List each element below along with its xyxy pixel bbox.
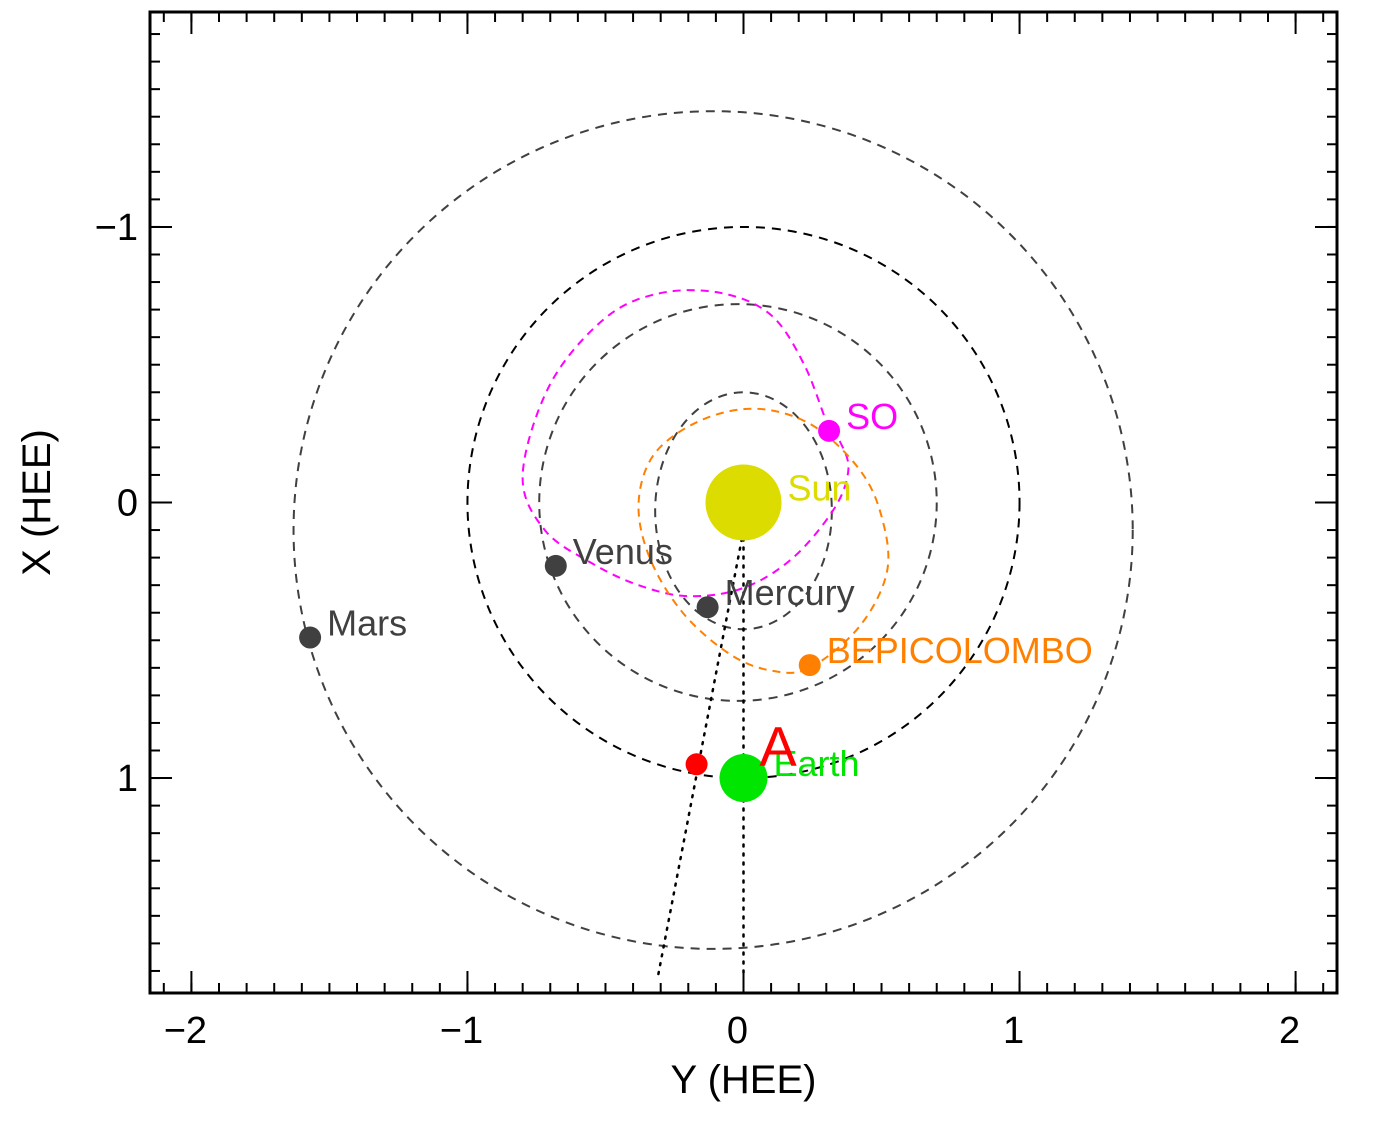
earth-marker xyxy=(719,754,768,803)
x-axis-title: Y (HEE) xyxy=(671,1058,817,1102)
bepicolombo-label: BEPICOLOMBO xyxy=(827,630,1093,671)
annotation-label: A xyxy=(759,714,797,777)
stereo-a-marker xyxy=(685,753,708,776)
bepicolombo-marker xyxy=(798,654,821,677)
mercury-marker xyxy=(696,596,719,619)
so-label: SO xyxy=(846,396,898,437)
venus-marker xyxy=(544,554,567,577)
y-tick-label: 1 xyxy=(117,758,138,800)
so-marker xyxy=(818,419,841,442)
y-axis-title: X (HEE) xyxy=(15,429,59,576)
mercury-label: Mercury xyxy=(725,572,855,613)
bodies-layer xyxy=(299,419,841,803)
x-tick-label: 0 xyxy=(727,1010,748,1052)
trajectories-layer xyxy=(521,289,890,674)
sight-line xyxy=(656,528,745,978)
y-tick-label: 0 xyxy=(117,483,138,525)
sun-label: Sun xyxy=(788,468,852,509)
earth-label: Earth xyxy=(774,743,860,784)
so-trajectory xyxy=(521,289,850,598)
mars-orbit xyxy=(292,110,1134,950)
x-tick-label: 2 xyxy=(1279,1010,1300,1052)
venus-orbit xyxy=(538,303,938,702)
mars-marker xyxy=(299,626,322,649)
sight-lines-layer xyxy=(656,501,745,978)
orbits-layer xyxy=(292,110,1134,950)
body-labels-layer: Sun Earth Mercury Venus Mars SO BEPICOLOMBO A xyxy=(327,396,1093,784)
ticks-layer: −2 −1 0 1 2 −1 0 1 xyxy=(95,12,1337,1052)
y-tick-label: −1 xyxy=(95,207,138,249)
venus-label: Venus xyxy=(573,531,673,572)
x-tick-label: 1 xyxy=(1003,1010,1024,1052)
x-tick-label: −2 xyxy=(164,1010,207,1052)
x-tick-label: −1 xyxy=(440,1010,483,1052)
sun-marker xyxy=(705,464,782,541)
bepicolombo-trajectory xyxy=(637,407,890,674)
mars-label: Mars xyxy=(327,603,407,644)
